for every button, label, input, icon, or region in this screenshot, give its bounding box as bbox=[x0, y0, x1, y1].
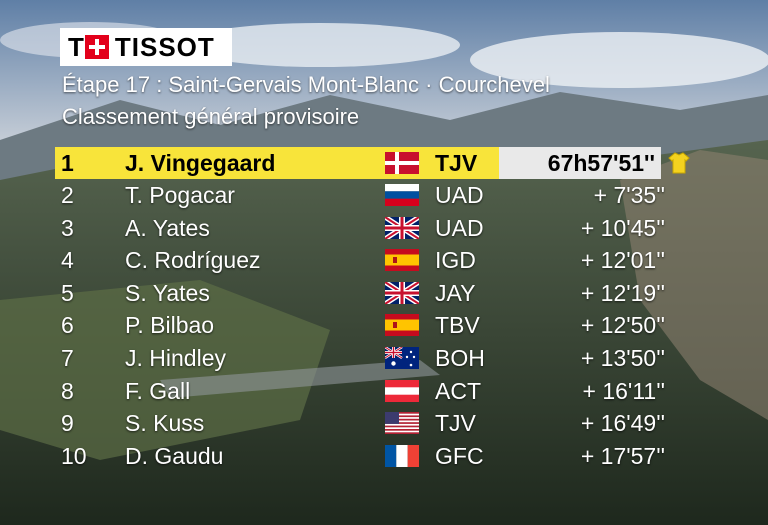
denmark-flag-icon bbox=[385, 152, 419, 174]
tissot-logo: T TISSOT bbox=[60, 28, 232, 66]
gc-time: + 13'50'' bbox=[580, 344, 665, 371]
team-code: IGD bbox=[435, 247, 476, 274]
rider-name: S. Kuss bbox=[125, 410, 205, 437]
rider-name: J. Vingegaard bbox=[125, 150, 276, 176]
rank: 4 bbox=[61, 247, 74, 274]
team-code: UAD bbox=[435, 182, 484, 208]
rider-name: F. Gall bbox=[125, 377, 191, 404]
gc-time: + 7'35'' bbox=[593, 182, 665, 208]
gc-time: + 16'49'' bbox=[580, 410, 665, 437]
spain-flag-icon bbox=[385, 249, 419, 272]
swiss-cross-icon bbox=[84, 35, 109, 59]
spain-flag-icon bbox=[385, 314, 419, 337]
standings-row: 4 C. Rodríguez IGD + 12'01'' bbox=[55, 244, 695, 277]
rank: 1 bbox=[61, 150, 74, 176]
gc-time: + 17'57'' bbox=[580, 442, 665, 469]
standings-row: 7 J. Hindley BOH + 13'50'' bbox=[55, 342, 695, 375]
rank: 3 bbox=[61, 214, 74, 241]
rider-name: T. Pogacar bbox=[125, 182, 235, 208]
team-code: JAY bbox=[435, 279, 476, 306]
standings-row: 9 S. Kuss TJV + 16'49'' bbox=[55, 407, 695, 440]
gc-time: + 12'19'' bbox=[580, 279, 665, 306]
standings-table: 1 J. Vingegaard TJV 67h57'51'' 2 T. Poga… bbox=[55, 147, 695, 472]
team-code: GFC bbox=[435, 442, 484, 469]
rider-name: A. Yates bbox=[125, 214, 210, 241]
gc-time: + 12'01'' bbox=[580, 247, 665, 274]
team-code: ACT bbox=[435, 377, 481, 404]
logo-wordmark: TISSOT bbox=[114, 31, 215, 62]
standings-row: 10 D. Gaudu GFC + 17'57'' bbox=[55, 440, 695, 473]
rider-name: D. Gaudu bbox=[125, 442, 224, 469]
rank: 10 bbox=[61, 442, 87, 469]
gc-time: 67h57'51'' bbox=[547, 150, 655, 176]
rider-name: S. Yates bbox=[125, 279, 210, 306]
standings-row: 6 P. Bilbao TBV + 12'50'' bbox=[55, 309, 695, 342]
standings-row: 8 F. Gall ACT + 16'11'' bbox=[55, 375, 695, 408]
standings-row: 3 A. Yates UAD + 10'45'' bbox=[55, 212, 695, 245]
rank: 6 bbox=[61, 312, 74, 339]
rider-name: C. Rodríguez bbox=[125, 247, 261, 274]
rank: 7 bbox=[61, 344, 74, 371]
austria-flag-icon bbox=[385, 379, 419, 402]
team-code: BOH bbox=[435, 344, 485, 371]
rider-name: P. Bilbao bbox=[125, 312, 215, 339]
standings-row: 5 S. Yates JAY + 12'19'' bbox=[55, 277, 695, 310]
rank: 2 bbox=[61, 182, 74, 208]
leader-band bbox=[55, 147, 499, 179]
france-flag-icon bbox=[385, 444, 419, 467]
team-code: TJV bbox=[435, 410, 476, 437]
leader-time-box bbox=[499, 147, 661, 179]
rank: 8 bbox=[61, 377, 74, 404]
uk-flag-icon bbox=[385, 281, 419, 304]
slovenia-flag-icon bbox=[385, 184, 419, 206]
gc-time: + 16'11'' bbox=[582, 377, 665, 404]
rank: 9 bbox=[61, 410, 74, 437]
standings-row: 2 T. Pogacar UAD + 7'35'' bbox=[55, 179, 695, 212]
rider-name: J. Hindley bbox=[125, 344, 226, 371]
team-code: UAD bbox=[435, 214, 484, 241]
uk-flag-icon bbox=[385, 216, 419, 239]
usa-flag-icon bbox=[385, 412, 419, 435]
classification-title: Classement général provisoire bbox=[62, 104, 360, 129]
gc-time: + 12'50'' bbox=[580, 312, 665, 339]
australia-flag-icon bbox=[385, 346, 419, 369]
team-code: TJV bbox=[435, 150, 478, 176]
rank: 5 bbox=[61, 279, 74, 306]
standings-row-leader: 1 J. Vingegaard TJV 67h57'51'' bbox=[55, 147, 695, 179]
gc-time: + 10'45'' bbox=[580, 214, 665, 241]
yellow-jersey-icon bbox=[667, 151, 691, 175]
team-code: TBV bbox=[435, 312, 480, 339]
logo-t-letter: T bbox=[68, 31, 85, 62]
stage-title: Étape 17 : Saint-Gervais Mont-Blanc · Co… bbox=[62, 72, 550, 97]
